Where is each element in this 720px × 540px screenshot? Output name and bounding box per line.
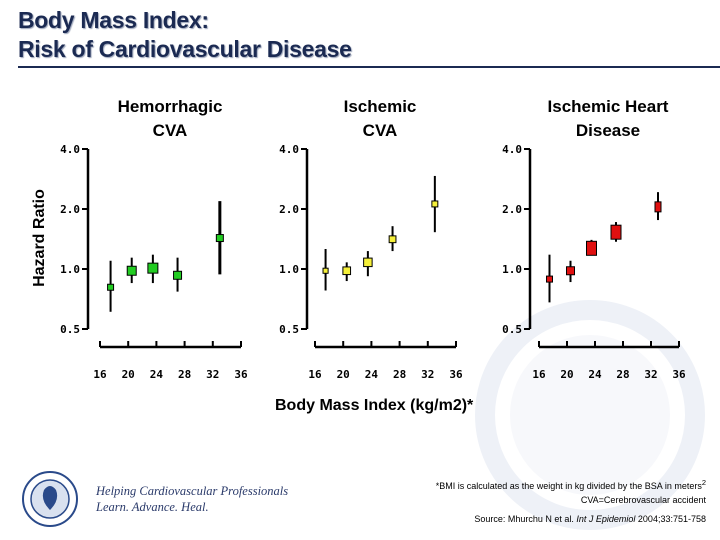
x-tick-label: 36 bbox=[672, 368, 686, 381]
x-tick-label: 16 bbox=[308, 368, 322, 381]
y-tick-label: 0.5 bbox=[279, 323, 299, 336]
y-tick-label: 4.0 bbox=[502, 143, 522, 156]
y-tick-label: 2.0 bbox=[279, 203, 299, 216]
source-footnote: Source: Mhurchu N et al. Int J Epidemiol… bbox=[474, 514, 706, 524]
data-point bbox=[610, 224, 622, 240]
data-point bbox=[147, 262, 159, 274]
x-axis-label: Body Mass Index (kg/m2)* bbox=[275, 397, 474, 414]
data-point bbox=[173, 270, 183, 280]
title-divider bbox=[18, 66, 720, 68]
tagline-2: Learn. Advance. Heal. bbox=[96, 500, 209, 514]
tagline-1: Helping Cardiovascular Professionals bbox=[96, 484, 289, 498]
data-point bbox=[654, 201, 662, 213]
panel-title-line2: CVA bbox=[363, 121, 398, 140]
source-suffix: 2004;33:751-758 bbox=[635, 514, 706, 524]
panel-title-line1: Hemorrhagic bbox=[118, 97, 223, 116]
y-tick-label: 1.0 bbox=[60, 263, 80, 276]
slide-title: Body Mass Index: Risk of Cardiovascular … bbox=[18, 6, 352, 64]
x-tick-label: 20 bbox=[560, 368, 573, 381]
x-tick-label: 16 bbox=[93, 368, 107, 381]
x-tick-label: 32 bbox=[421, 368, 434, 381]
title-line2: Risk of Cardiovascular Disease bbox=[18, 36, 352, 62]
y-tick-label: 2.0 bbox=[502, 203, 522, 216]
y-tick-label: 0.5 bbox=[502, 323, 522, 336]
y-tick-label: 0.5 bbox=[60, 323, 80, 336]
y-tick-label: 4.0 bbox=[279, 143, 299, 156]
x-tick-label: 32 bbox=[206, 368, 219, 381]
bmi-note-sup: 2 bbox=[701, 478, 706, 487]
data-point bbox=[215, 234, 224, 243]
title-line1: Body Mass Index: bbox=[18, 7, 209, 33]
source-journal: Int J Epidemiol bbox=[576, 514, 636, 524]
data-point bbox=[431, 200, 439, 208]
y-tick-label: 4.0 bbox=[60, 143, 80, 156]
y-tick-label: 2.0 bbox=[60, 203, 80, 216]
x-tick-label: 28 bbox=[393, 368, 406, 381]
x-tick-label: 36 bbox=[449, 368, 463, 381]
x-tick-label: 36 bbox=[234, 368, 248, 381]
watermark-seal-ring bbox=[475, 300, 705, 530]
watermark-seal-center bbox=[510, 335, 670, 495]
logo-heart-icon bbox=[42, 486, 58, 510]
x-tick-label: 28 bbox=[616, 368, 629, 381]
x-tick-label: 28 bbox=[178, 368, 191, 381]
y-tick-label: 1.0 bbox=[279, 263, 299, 276]
data-point bbox=[546, 275, 553, 283]
x-tick-label: 24 bbox=[365, 368, 379, 381]
panel-title-line1: Ischemic Heart bbox=[548, 97, 669, 116]
data-point bbox=[586, 240, 597, 256]
x-tick-label: 24 bbox=[588, 368, 602, 381]
y-tick-label: 1.0 bbox=[502, 263, 522, 276]
data-point bbox=[566, 266, 575, 276]
panel-title-line2: CVA bbox=[153, 121, 188, 140]
y-axis-label: Hazard Ratio bbox=[31, 189, 48, 287]
x-tick-label: 16 bbox=[532, 368, 546, 381]
data-point bbox=[107, 283, 115, 291]
bmi-footnote: *BMI is calculated as the weight in kg d… bbox=[436, 478, 706, 491]
x-tick-label: 20 bbox=[337, 368, 350, 381]
data-point bbox=[388, 235, 397, 244]
data-point bbox=[342, 266, 352, 276]
cva-footnote: CVA=Cerebrovascular accident bbox=[580, 495, 706, 505]
data-point bbox=[322, 267, 329, 274]
x-tick-label: 24 bbox=[150, 368, 164, 381]
source-prefix: Source: Mhurchu N et al. bbox=[474, 514, 577, 524]
panel-title-line1: Ischemic bbox=[344, 97, 417, 116]
x-tick-label: 32 bbox=[644, 368, 657, 381]
data-point bbox=[363, 257, 373, 268]
x-tick-label: 20 bbox=[122, 368, 135, 381]
bmi-note-text: *BMI is calculated as the weight in kg d… bbox=[435, 481, 702, 491]
panel-title-line2: Disease bbox=[576, 121, 640, 140]
data-point bbox=[126, 265, 137, 276]
